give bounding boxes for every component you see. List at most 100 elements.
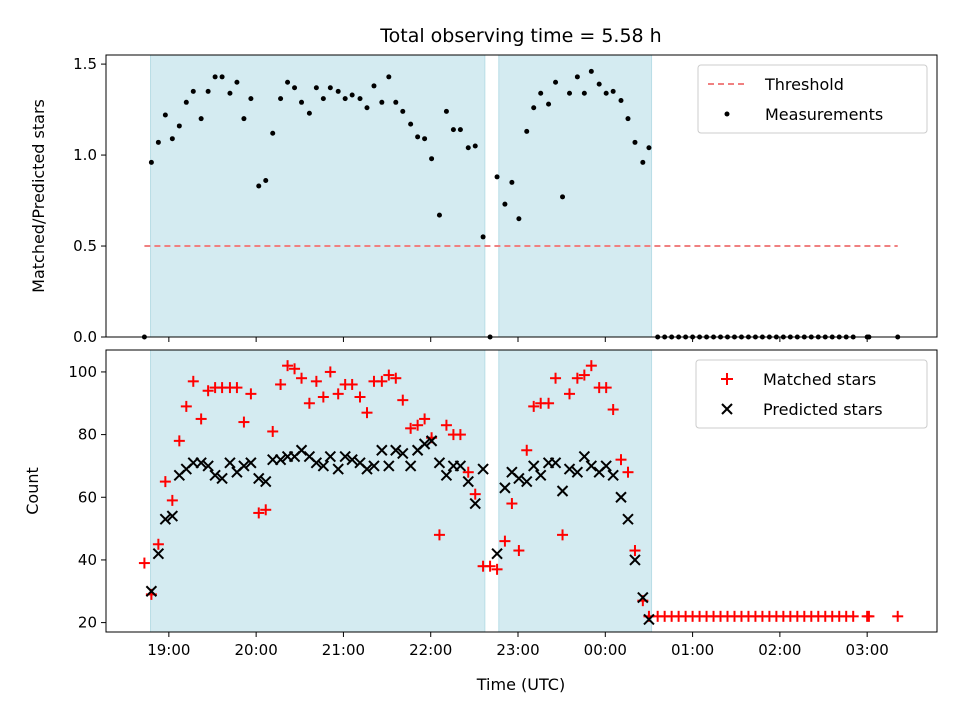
predicted-star-point [332, 463, 344, 475]
predicted-star-point [166, 510, 179, 522]
shaded-interval-1 [498, 54, 653, 338]
y-tick-label: 0.0 [73, 328, 97, 346]
predicted-star-point [440, 469, 453, 482]
measurement-point [306, 110, 312, 116]
legend-matched-swatch [721, 373, 733, 385]
predicted-star-point [383, 460, 395, 472]
measurement-point [205, 88, 211, 94]
top-plot-frame [105, 54, 938, 338]
measurement-point [212, 74, 218, 80]
y-tick-label: 1.5 [73, 55, 97, 73]
matched-star-point [195, 413, 207, 425]
matched-star-point [585, 360, 597, 372]
measurement-point [155, 139, 161, 145]
measurement-point [632, 139, 638, 145]
measurement-point [198, 116, 204, 122]
predicted-star-point [145, 585, 158, 597]
predicted-star-point [339, 450, 351, 463]
predicted-star-point [499, 482, 511, 494]
measurement-point [162, 112, 168, 118]
predicted-star-point [260, 475, 272, 488]
top-legend: Threshold Measurements [697, 64, 928, 134]
measurement-point [538, 90, 544, 96]
predicted-star-point [462, 475, 474, 488]
measurement-point [169, 136, 175, 142]
bottom-legend: Matched stars Predicted stars [695, 359, 928, 429]
shaded-interval-1 [498, 349, 653, 633]
measurement-point [472, 143, 478, 149]
predicted-star-point [346, 453, 358, 466]
top-legend-box [697, 64, 928, 134]
predicted-star-point [245, 457, 257, 469]
matched-star-point [245, 388, 257, 400]
predicted-star-point [528, 460, 540, 472]
predicted-star-point [376, 444, 388, 456]
bottom-plot-frame [105, 349, 938, 633]
measurement-point [357, 96, 363, 102]
matched-star-point [863, 610, 875, 622]
predicted-star-point [159, 513, 172, 525]
matched-star-point [202, 385, 214, 397]
matched-star-point [557, 529, 569, 541]
matched-star-point [543, 397, 555, 409]
predicted-star-point [578, 450, 591, 463]
matched-star-point [433, 529, 445, 541]
y-tick-label: 1.0 [73, 146, 97, 164]
matched-star-point [275, 378, 287, 390]
matched-star-point [419, 413, 431, 425]
matched-star-point [469, 488, 481, 500]
measurement-point [313, 85, 319, 91]
measurement-point [400, 108, 406, 114]
measurement-point [516, 216, 522, 222]
y-tick-label: 100 [68, 363, 97, 381]
measurement-point [241, 116, 247, 122]
predicted-star-point [585, 460, 598, 472]
measurement-point [480, 234, 486, 240]
measurement-point [256, 183, 262, 189]
predicted-star-point [513, 472, 525, 485]
matched-star-point [405, 422, 417, 434]
measurement-point [349, 92, 355, 98]
matched-star-point [440, 419, 452, 431]
predicted-star-point [216, 472, 228, 485]
matched-star-point [231, 382, 243, 394]
predicted-star-point [469, 497, 481, 510]
measurement-point [278, 96, 284, 102]
measurement-point [234, 79, 240, 85]
measurement-point [560, 194, 566, 200]
predicted-star-point [202, 460, 214, 472]
bottom-shaded-intervals [150, 349, 653, 633]
matched-star-point [383, 369, 395, 381]
chart-title: Total observing time = 5.58 h [379, 25, 661, 47]
matched-star-point [296, 372, 308, 384]
top-y-axis: 0.0 0.5 1.0 1.5 [73, 55, 106, 346]
predicted-star-point [534, 469, 547, 482]
predicted-star-point [629, 554, 641, 566]
matched-star-point [578, 369, 590, 381]
measurement-point [443, 108, 449, 114]
x-tick-label: 23:00 [496, 641, 539, 659]
measurements-series [141, 68, 901, 340]
measurement-point [567, 90, 573, 96]
measurement-point [429, 156, 435, 162]
matched-star-point [282, 360, 294, 372]
measurement-point [320, 96, 326, 102]
measurement-point [379, 99, 385, 105]
matched-star-point [528, 400, 540, 412]
measurement-point [342, 96, 348, 102]
measurement-point [450, 127, 456, 133]
matched-star-point [521, 444, 533, 456]
measurement-point [596, 81, 602, 87]
x-tick-label: 19:00 [147, 641, 190, 659]
matched-star-point [376, 375, 388, 387]
matched-star-point [317, 391, 329, 403]
matched-star-point [332, 388, 344, 400]
shaded-interval-0 [150, 54, 486, 338]
matched-star-point [506, 498, 518, 510]
matched-star-point [260, 504, 272, 516]
matched-star-point [238, 416, 250, 428]
predicted-star-point [317, 460, 330, 472]
measurement-point [553, 79, 559, 85]
y-tick-label: 80 [78, 426, 97, 444]
